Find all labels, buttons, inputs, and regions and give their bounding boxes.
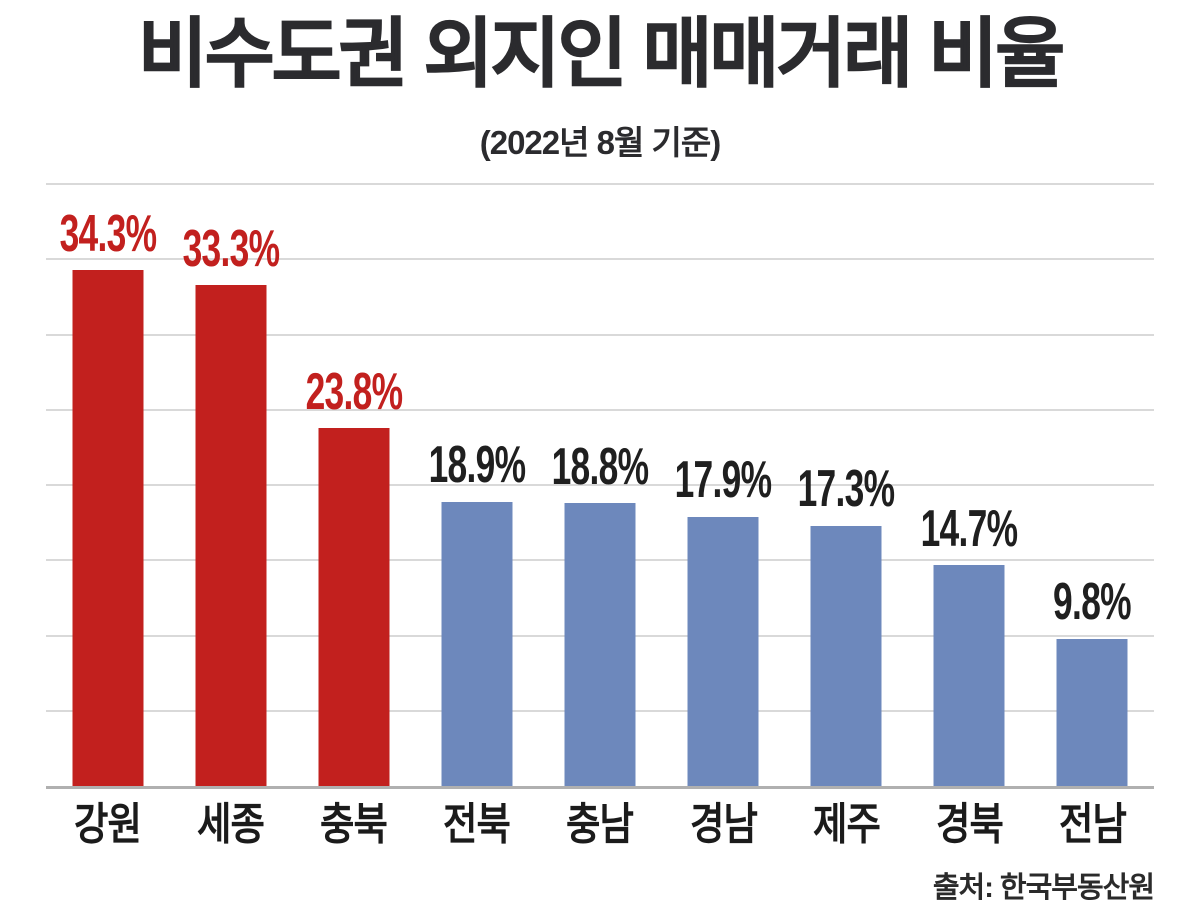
bar-group-전남: 9.8% — [1031, 184, 1154, 786]
x-axis-label-충북: 충북 — [320, 800, 388, 849]
bar-group-세종: 33.3% — [169, 184, 292, 786]
bar-group-강원: 34.3% — [46, 184, 169, 786]
source-credit: 출처: 한국부동산원 — [932, 872, 1155, 904]
bar-강원 — [72, 269, 144, 786]
bar-group-경남: 17.9% — [662, 184, 785, 786]
bar-group-경북: 14.7% — [908, 184, 1031, 786]
x-axis-label-전북: 전북 — [443, 800, 511, 849]
gridline-20pct — [46, 484, 1154, 486]
x-axis-label-제주: 제주 — [812, 800, 881, 849]
chart-subtitle: (2022년 8월 기준) — [479, 124, 722, 161]
x-axis-label-경북: 경북 — [935, 800, 1004, 849]
x-axis-label-전남: 전남 — [1058, 800, 1127, 849]
x-axis-label-세종: 세종 — [197, 800, 265, 849]
bar-충북 — [318, 427, 390, 786]
value-label-제주: 17.3% — [797, 460, 896, 519]
bar-group-충북: 23.8% — [292, 184, 415, 786]
value-label-전북: 18.9% — [428, 436, 526, 495]
value-label-충남: 18.8% — [551, 437, 650, 496]
bar-전남 — [1056, 638, 1128, 786]
bar-group-전북: 18.9% — [415, 184, 538, 786]
value-label-세종: 33.3% — [182, 219, 280, 278]
value-label-경남: 17.9% — [674, 451, 773, 510]
gridline-40pct — [46, 183, 1154, 185]
value-label-전남: 9.8% — [1053, 573, 1132, 632]
x-axis-label-강원: 강원 — [73, 800, 142, 849]
bar-세종 — [195, 284, 267, 786]
gridline-30pct — [46, 333, 1154, 336]
bar-제주 — [810, 525, 882, 786]
gridline-35pct — [46, 258, 1154, 261]
bar-group-충남: 18.8% — [538, 184, 661, 786]
x-axis-label-경남: 경남 — [689, 800, 758, 849]
bar-전북 — [441, 501, 513, 786]
value-label-충북: 23.8% — [305, 362, 403, 421]
gridline-25pct — [46, 408, 1154, 411]
value-label-강원: 34.3% — [59, 204, 157, 263]
chart-title: 비수도권 외지인 매매거래 비율 — [137, 11, 1065, 97]
x-axis-line — [46, 786, 1154, 789]
plot-area: 34.3% 33.3% 23.8% 18.9% 18.8% 17.9% 17.3% 14.7%… — [46, 183, 1154, 789]
value-label-경북: 14.7% — [920, 499, 1019, 558]
x-axis-label-충남: 충남 — [566, 800, 634, 849]
bar-충남 — [564, 503, 636, 786]
bars-row: 34.3% 33.3% 23.8% 18.9% 18.8% 17.9% 17.3% 14.7%… — [46, 184, 1154, 786]
bar-경남 — [687, 516, 759, 786]
x-axis-labels: 강원 세종 충북 전북 충남 경남 제주 경북 전남 — [46, 797, 1154, 855]
bar-group-제주: 17.3% — [785, 184, 908, 786]
bar-경북 — [933, 564, 1005, 786]
